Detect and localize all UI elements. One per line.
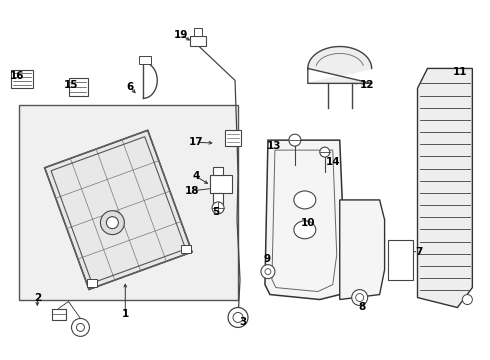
Circle shape [72, 319, 90, 336]
Text: 15: 15 [63, 80, 78, 90]
Text: 16: 16 [10, 71, 24, 81]
Circle shape [261, 265, 275, 279]
Text: 13: 13 [267, 141, 282, 151]
Polygon shape [340, 200, 385, 300]
Text: 14: 14 [326, 157, 340, 167]
Bar [190, 36, 206, 45]
Circle shape [100, 211, 124, 235]
Text: 11: 11 [453, 67, 467, 77]
Text: 9: 9 [264, 254, 270, 264]
Bar [87, 279, 97, 287]
Circle shape [106, 217, 119, 229]
Bar [11, 71, 33, 88]
Bar [69, 78, 89, 96]
Bar [213, 167, 223, 175]
Bar [51, 309, 66, 320]
Bar [210, 175, 232, 193]
Bar [181, 245, 191, 253]
Bar [194, 28, 202, 36]
Bar [19, 105, 238, 300]
Bar [213, 193, 223, 205]
Text: 17: 17 [189, 138, 203, 147]
Polygon shape [265, 140, 345, 300]
Text: 1: 1 [122, 310, 129, 319]
Text: 10: 10 [301, 218, 316, 228]
Circle shape [352, 289, 368, 306]
Bar [388, 240, 413, 280]
Ellipse shape [294, 221, 316, 239]
Ellipse shape [294, 191, 316, 209]
Text: 12: 12 [360, 80, 374, 90]
Text: 4: 4 [193, 171, 200, 181]
Circle shape [76, 323, 84, 332]
Circle shape [289, 134, 301, 146]
Circle shape [356, 293, 364, 302]
Text: 6: 6 [126, 82, 134, 92]
Text: 2: 2 [34, 293, 41, 303]
Text: 5: 5 [212, 207, 220, 217]
Circle shape [265, 269, 271, 275]
Text: 19: 19 [173, 30, 188, 40]
Text: 7: 7 [415, 247, 422, 257]
Circle shape [320, 147, 330, 157]
Polygon shape [308, 46, 371, 84]
Text: 8: 8 [359, 302, 366, 312]
Circle shape [233, 312, 243, 323]
Bar [139, 57, 151, 64]
Polygon shape [45, 130, 192, 289]
Text: 3: 3 [239, 317, 246, 327]
Bar [225, 130, 241, 146]
Circle shape [228, 307, 248, 328]
Circle shape [212, 202, 224, 214]
Polygon shape [417, 68, 472, 307]
Circle shape [463, 294, 472, 305]
Text: 18: 18 [185, 186, 199, 196]
